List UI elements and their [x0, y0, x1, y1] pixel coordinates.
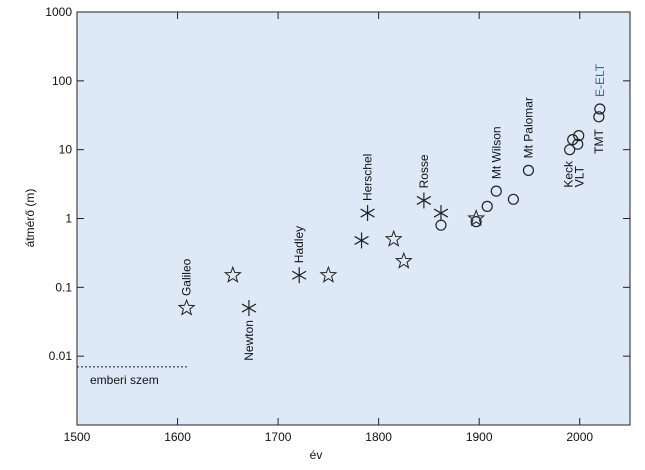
y-tick-label: 0.01 — [49, 349, 73, 363]
y-tick-label: 100 — [52, 74, 72, 88]
point-label: Mt Wilson — [489, 126, 503, 179]
asterisk-marker — [291, 267, 307, 284]
star-marker — [177, 298, 196, 316]
circle-marker — [522, 164, 535, 176]
point-label: Newton — [242, 320, 256, 361]
y-tick-label: 0.1 — [55, 280, 72, 294]
star-marker — [319, 265, 338, 283]
asterisk-marker — [416, 192, 432, 209]
circle-marker — [593, 111, 605, 123]
x-tick-label: 1700 — [265, 430, 292, 444]
x-tick-label: 1500 — [64, 430, 91, 444]
star-marker — [467, 209, 486, 227]
circle-marker — [507, 193, 519, 205]
y-axis-label: átmérő (m) — [23, 189, 37, 248]
point-label: Mt Palomar — [521, 97, 535, 158]
point-label: Keck — [562, 160, 576, 188]
circle-marker — [470, 216, 482, 228]
asterisk-marker — [360, 205, 375, 222]
y-tick-label: 1000 — [45, 5, 72, 19]
point-label: Galileo — [180, 258, 194, 296]
point-label: TMT — [592, 128, 606, 153]
circle-marker — [594, 103, 606, 115]
asterisk-marker — [433, 205, 449, 222]
circle-marker — [572, 138, 584, 150]
asterisk-marker — [241, 300, 257, 317]
star-marker — [223, 265, 242, 283]
point-label: Rosse — [417, 154, 431, 188]
point-label: E-ELT — [593, 63, 607, 97]
point-label: VLT — [573, 165, 587, 187]
y-tick-label: 1 — [65, 212, 72, 226]
circle-marker — [435, 219, 447, 231]
point-label: Hadley — [292, 226, 306, 263]
x-tick-label: 1900 — [466, 430, 493, 444]
x-tick-label: 2000 — [566, 430, 593, 444]
point-label: Herschel — [361, 154, 375, 201]
x-tick-label: 1800 — [365, 430, 392, 444]
circle-marker — [490, 185, 502, 197]
star-marker — [384, 229, 403, 247]
asterisk-marker — [354, 232, 369, 249]
circle-marker — [481, 200, 493, 212]
x-axis-label: év — [310, 448, 323, 462]
star-marker — [394, 251, 413, 269]
plot-background — [76, 11, 631, 426]
y-tick-label: 10 — [59, 143, 73, 157]
circle-marker — [573, 130, 585, 142]
x-tick-label: 1600 — [164, 430, 191, 444]
reference-label: emberi szem — [90, 373, 159, 387]
circle-marker — [564, 144, 576, 156]
